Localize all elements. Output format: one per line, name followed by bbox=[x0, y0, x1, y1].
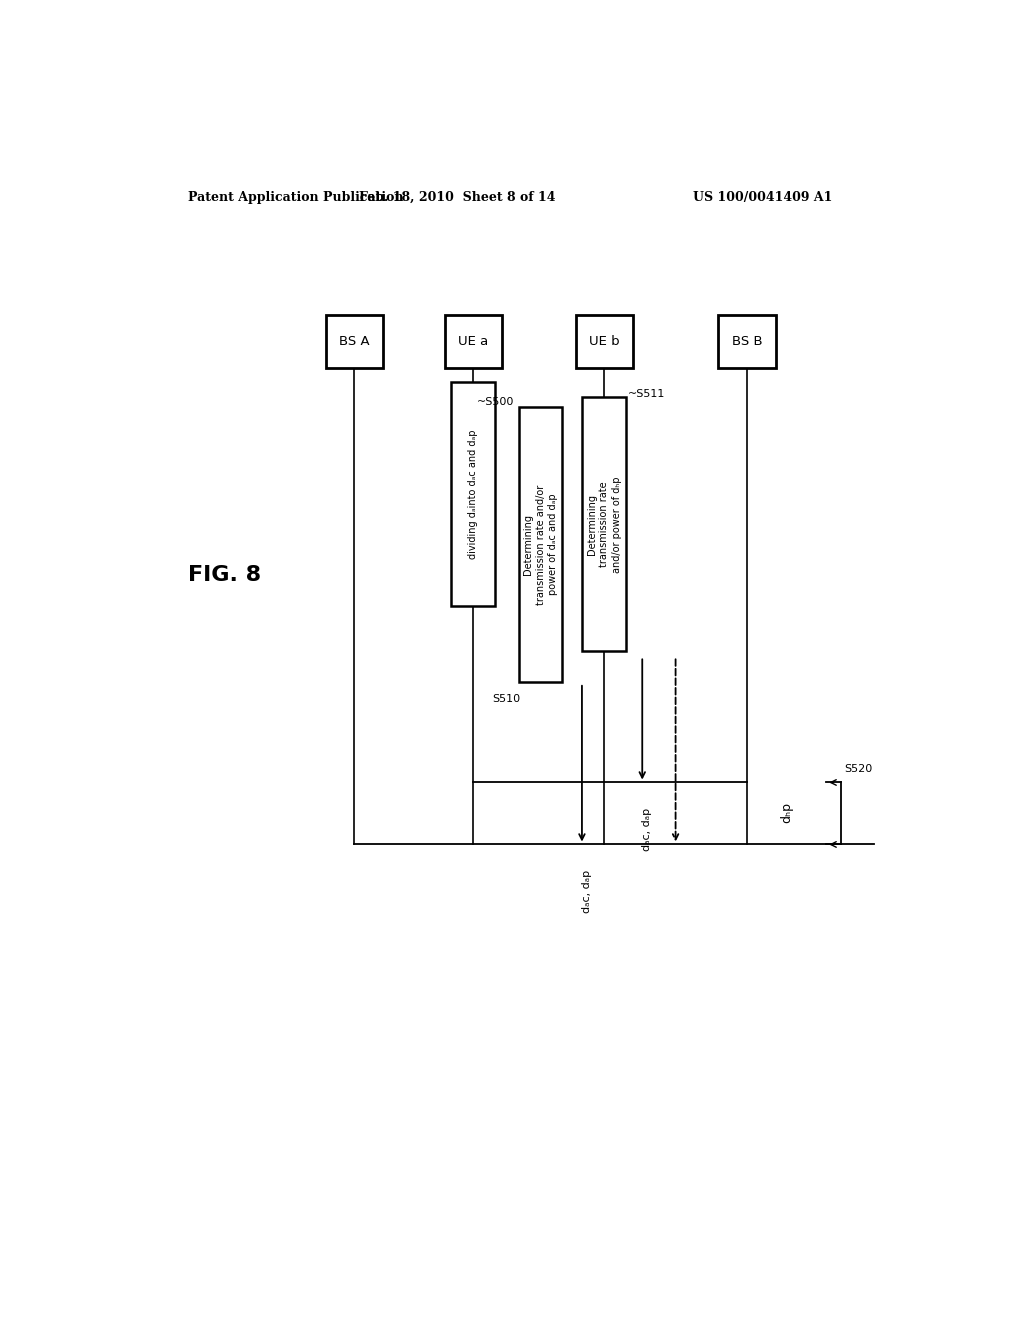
Text: FIG. 8: FIG. 8 bbox=[187, 565, 261, 585]
Text: ~S500: ~S500 bbox=[477, 397, 514, 408]
Text: BS A: BS A bbox=[339, 335, 370, 348]
Text: US 100/0041409 A1: US 100/0041409 A1 bbox=[693, 190, 833, 203]
Text: Determining
transmission rate
and/or power of dₕp: Determining transmission rate and/or pow… bbox=[587, 477, 622, 573]
Bar bbox=[452, 381, 495, 606]
Text: Feb. 18, 2010  Sheet 8 of 14: Feb. 18, 2010 Sheet 8 of 14 bbox=[359, 190, 556, 203]
Bar bbox=[444, 315, 502, 368]
Bar bbox=[575, 315, 633, 368]
Text: dₕp: dₕp bbox=[780, 803, 794, 824]
Bar bbox=[326, 315, 383, 368]
Bar bbox=[583, 397, 626, 651]
Bar bbox=[519, 408, 562, 682]
Bar bbox=[719, 315, 775, 368]
Text: dₐc, dₐp: dₐc, dₐp bbox=[642, 808, 652, 851]
Text: dividing dₐinto dₐc and dₐp: dividing dₐinto dₐc and dₐp bbox=[468, 429, 478, 558]
Text: Patent Application Publication: Patent Application Publication bbox=[187, 190, 403, 203]
Text: Determining
transmission rate and/or
power of dₐc and dₐp: Determining transmission rate and/or pow… bbox=[523, 484, 558, 605]
Text: S520: S520 bbox=[844, 764, 872, 775]
Text: dₐc, dₐp: dₐc, dₐp bbox=[582, 870, 592, 913]
Text: UE b: UE b bbox=[589, 335, 620, 348]
Text: BS B: BS B bbox=[732, 335, 762, 348]
Text: ~S511: ~S511 bbox=[628, 389, 666, 399]
Text: UE a: UE a bbox=[458, 335, 488, 348]
Text: S510: S510 bbox=[493, 694, 521, 704]
